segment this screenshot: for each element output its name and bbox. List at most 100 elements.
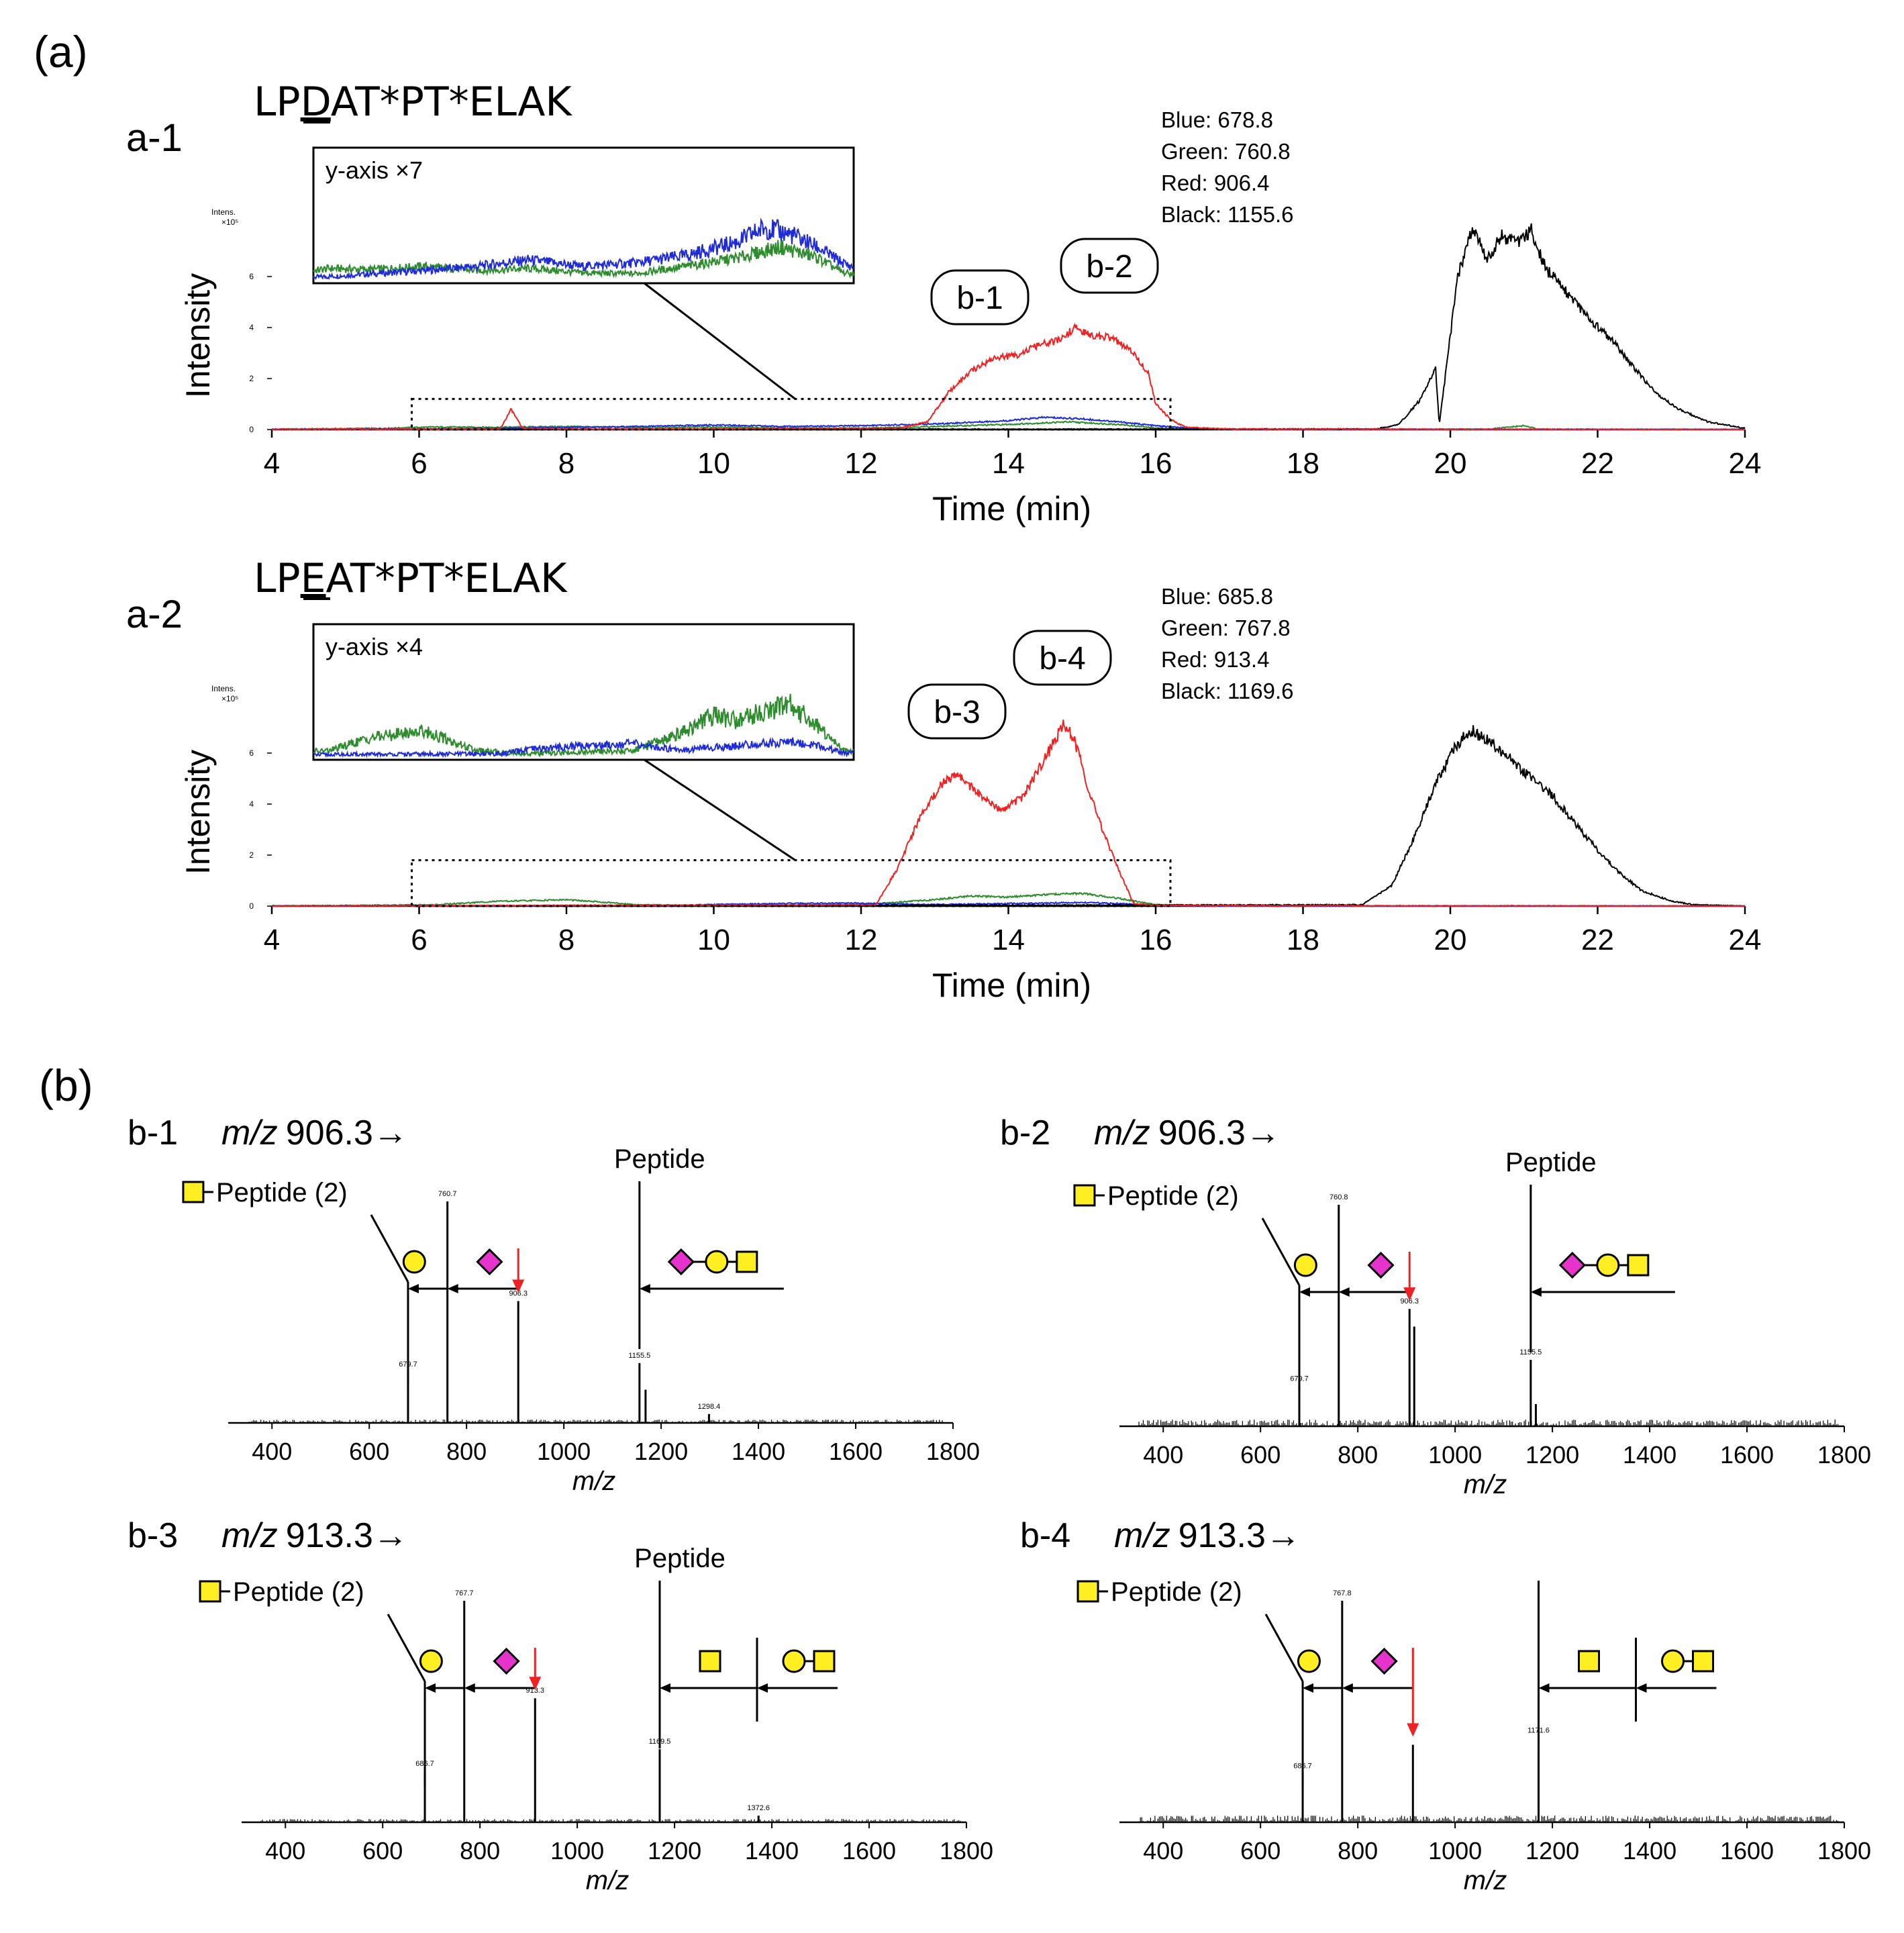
trace-black [272,223,1746,431]
inset-frame [312,146,855,285]
y-axis-title: Intensity [179,750,217,875]
x-axis-title: m/z [1464,1866,1507,1895]
y-axis-title: Intensity [179,273,217,398]
loss-arrowhead [1530,1287,1542,1297]
precursor-mz: m/z 906.3→ [221,1113,408,1152]
y-tick-label: 0 [249,425,254,434]
x-tick-label: 1600 [842,1837,896,1865]
peak-mz-label: 906.3 [1400,1297,1419,1305]
hexose-circle-icon [1293,1253,1317,1277]
precursor-mz: m/z 906.3→ [1094,1113,1281,1152]
hexose-circle-icon [1596,1253,1620,1277]
inset-trace-green [313,693,854,758]
peak-mz-label: 767.7 [455,1589,474,1597]
x-tick-label: 1600 [1720,1441,1774,1469]
inset-trace-blue [313,736,854,758]
leader-line [370,1214,409,1283]
x-tick-label: 1400 [1623,1441,1676,1469]
y-tick-label: 6 [249,748,254,758]
hexnac-square-icon [182,1181,205,1203]
zoom-region-box [411,397,1172,431]
loss-arrowhead [1299,1287,1310,1297]
y-tick-label: 6 [249,272,254,281]
inset-axis-exponent: ×10⁵ [221,694,238,703]
hexose-circle-icon [705,1250,729,1274]
spectrum-b-2: b-2 m/z 906.3→ 400 600 800 1000 1200 1400 1600 180… [1000,1113,1871,1499]
x-tick-label: 1200 [634,1438,688,1465]
inset-axis-unit: Intens. [211,207,236,217]
x-tick-label: 8 [558,924,574,956]
x-tick-label: 600 [1240,1441,1281,1469]
peptide-label: Peptide [1505,1148,1597,1177]
hexnac-square-icon [1076,1580,1099,1603]
leader-line [1261,1218,1301,1286]
peak-mz-label: 906.3 [509,1290,528,1298]
x-tick-label: 1000 [1428,1441,1482,1469]
x-tick-label: 24 [1729,447,1762,480]
x-tick-label: 800 [446,1438,487,1465]
x-tick-label: 24 [1729,924,1762,956]
x-tick-label: 20 [1434,447,1467,480]
legend-entry: Blue: 685.8 [1161,584,1273,609]
chart-label: a-2 [126,593,183,636]
loss-arrowhead [425,1683,436,1693]
legend-entry: Green: 760.8 [1161,139,1291,164]
sequence-underlined-residue: D [301,79,331,126]
inset-connector [644,282,796,400]
x-tick-label: 400 [252,1438,292,1465]
x-tick-label: 800 [1338,1837,1378,1865]
sequence-pre: LP [254,79,301,126]
precursor-arrowhead [1407,1723,1419,1737]
spectrum-b-1: b-1 m/z 906.3→ 400 600 800 1000 1200 1400 1600 180… [128,1113,980,1496]
loss-arrowhead [1538,1683,1550,1693]
sialic-acid-diamond-icon [1367,1251,1395,1279]
y-tick-label: 2 [249,374,254,383]
x-tick-label: 800 [460,1837,500,1865]
inset-scale-label: y-axis ×7 [325,156,423,184]
hexnac-square-icon [199,1580,221,1603]
spectrum-label: b-4 [1020,1516,1070,1555]
hexnac-square-icon [813,1650,836,1673]
legend-entry: Red: 913.4 [1161,647,1269,672]
x-tick-label: 8 [558,447,574,480]
x-tick-label: 1200 [1525,1837,1579,1865]
loss-arrowhead [1636,1683,1647,1693]
hexose-circle-icon [419,1649,443,1673]
zoom-region-box [411,859,1172,907]
x-tick-label: 18 [1287,924,1319,956]
peak-label-bubble [1060,238,1159,294]
x-tick-label: 1600 [1720,1837,1774,1865]
loss-arrowhead [756,1683,768,1693]
loss-arrowhead [639,1284,650,1293]
x-tick-label: 400 [265,1837,305,1865]
hexnac-square-icon [736,1250,758,1273]
hexnac-square-icon [1073,1184,1096,1207]
sialic-acid-diamond-icon [476,1248,503,1276]
x-tick-label: 1800 [940,1837,993,1865]
peptide-2-label: Peptide (2) [1107,1181,1239,1211]
loss-arrowhead [1303,1683,1314,1693]
peak-label: b-4 [1039,641,1085,677]
x-tick-label: 16 [1140,447,1172,480]
peptide-sequence: LPEAT*PT*ELAK [254,555,568,602]
x-tick-label: 800 [1338,1441,1378,1469]
sequence-post: AT*PT*ELAK [326,555,568,602]
x-tick-label: 1800 [926,1438,980,1465]
peak-mz-label: 760.7 [438,1190,457,1198]
peak-mz-label: 1298.4 [698,1403,721,1411]
hexnac-square-icon [1578,1650,1601,1673]
x-tick-label: 1400 [1623,1837,1676,1865]
ms-spectra-layer: b-1 m/z 906.3→ 400 600 800 1000 1200 1400 1600 180… [128,1113,1871,1895]
loss-arrowhead [447,1284,458,1293]
x-tick-label: 14 [992,924,1025,956]
x-tick-label: 20 [1434,924,1467,956]
loss-arrowhead [659,1683,670,1693]
x-tick-label: 1200 [648,1837,701,1865]
peptide-2-label: Peptide (2) [233,1577,364,1607]
leader-line [1264,1614,1304,1682]
peak-label: b-3 [934,695,980,730]
sequence-post: AT*PT*ELAK [331,79,573,126]
spectrum-label: b-3 [128,1516,178,1555]
spectrum-b-3: b-3 m/z 913.3→ 400 600 800 1000 1200 1400 1600 180… [128,1516,993,1895]
y-tick-label: 2 [249,850,254,860]
